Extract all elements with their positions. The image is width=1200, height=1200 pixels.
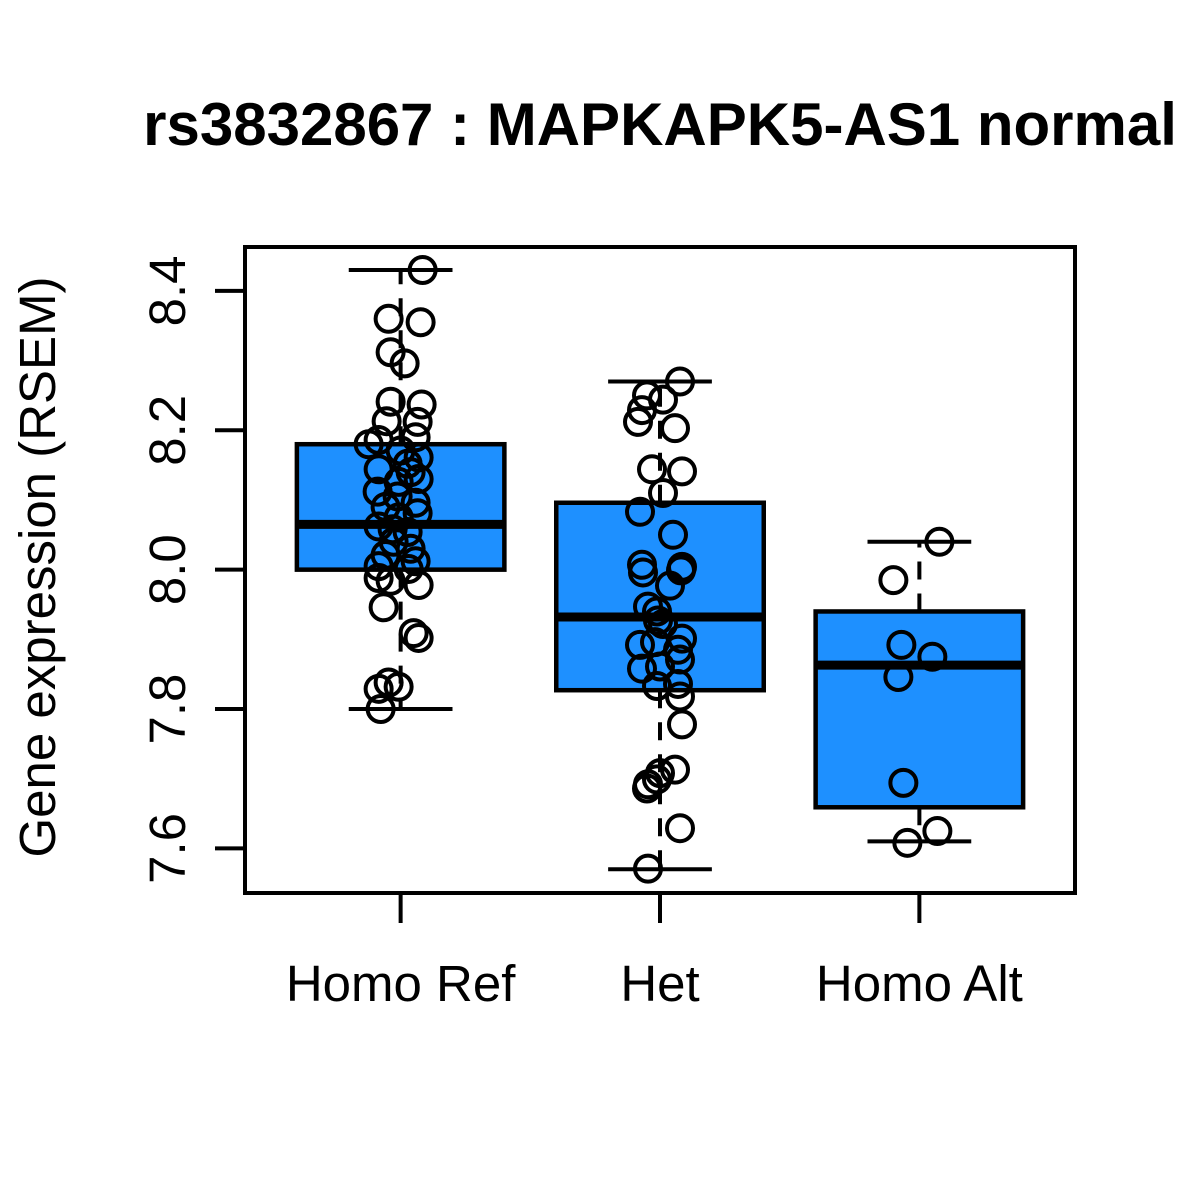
data-point bbox=[655, 570, 685, 601]
data-point bbox=[623, 406, 653, 437]
x-tick-label: Homo Ref bbox=[286, 955, 516, 1012]
data-point bbox=[632, 380, 662, 411]
data-point bbox=[660, 413, 690, 444]
data-point bbox=[400, 487, 431, 518]
data-point bbox=[917, 641, 948, 672]
data-point bbox=[405, 307, 436, 338]
data-point bbox=[892, 827, 923, 858]
data-point bbox=[375, 386, 406, 417]
data-point bbox=[383, 671, 414, 702]
y-tick-label: 8.0 bbox=[139, 534, 196, 605]
data-point bbox=[648, 477, 678, 508]
data-point bbox=[402, 406, 433, 437]
data-point bbox=[663, 668, 693, 699]
x-tick-label: Het bbox=[620, 955, 699, 1012]
data-point bbox=[648, 609, 678, 640]
data-point bbox=[665, 681, 695, 712]
data-point bbox=[665, 813, 695, 844]
data-point bbox=[632, 773, 662, 804]
data-point bbox=[665, 366, 695, 397]
data-point bbox=[403, 569, 434, 600]
data-point bbox=[643, 605, 673, 636]
data-point bbox=[625, 496, 655, 527]
data-point bbox=[667, 709, 697, 740]
data-point bbox=[886, 629, 917, 660]
data-point bbox=[407, 254, 438, 285]
y-tick-label: 8.2 bbox=[139, 395, 196, 466]
data-point bbox=[633, 853, 663, 884]
data-point bbox=[883, 661, 914, 692]
data-point bbox=[924, 526, 955, 557]
data-point bbox=[365, 694, 396, 725]
y-axis-title: Gene expression (RSEM) bbox=[9, 276, 66, 857]
data-point bbox=[362, 476, 393, 507]
plot-area: 8.4 8.2 8.0 7.8 7.6 Homo Ref Het Homo Alt bbox=[139, 245, 1077, 1012]
data-point bbox=[363, 511, 394, 542]
data-point bbox=[667, 456, 697, 487]
data-point bbox=[627, 653, 657, 684]
data-point bbox=[375, 565, 406, 596]
data-point bbox=[645, 651, 675, 682]
data-point bbox=[406, 389, 437, 420]
chart-title: rs3832867 : MAPKAPK5-AS1 normal bbox=[143, 91, 1177, 158]
y-tick-label: 8.4 bbox=[139, 255, 196, 326]
data-point bbox=[660, 754, 690, 785]
data-point bbox=[398, 618, 429, 649]
data-point bbox=[353, 429, 384, 460]
y-tick-label: 7.8 bbox=[139, 674, 196, 745]
data-point bbox=[637, 454, 667, 485]
data-point bbox=[888, 767, 919, 798]
y-tick-label: 7.6 bbox=[139, 813, 196, 884]
x-tick-label: Homo Alt bbox=[816, 955, 1023, 1012]
data-point bbox=[389, 348, 420, 379]
data-point bbox=[363, 673, 394, 704]
data-point bbox=[363, 563, 394, 594]
data-point bbox=[368, 592, 399, 623]
data-point bbox=[371, 406, 402, 437]
data-point bbox=[373, 303, 404, 334]
data-point bbox=[922, 815, 953, 846]
box bbox=[813, 609, 1026, 810]
data-point bbox=[878, 565, 909, 596]
data-point bbox=[625, 629, 655, 660]
data-point bbox=[658, 519, 688, 550]
data-point bbox=[403, 622, 434, 653]
data-point bbox=[628, 557, 658, 588]
